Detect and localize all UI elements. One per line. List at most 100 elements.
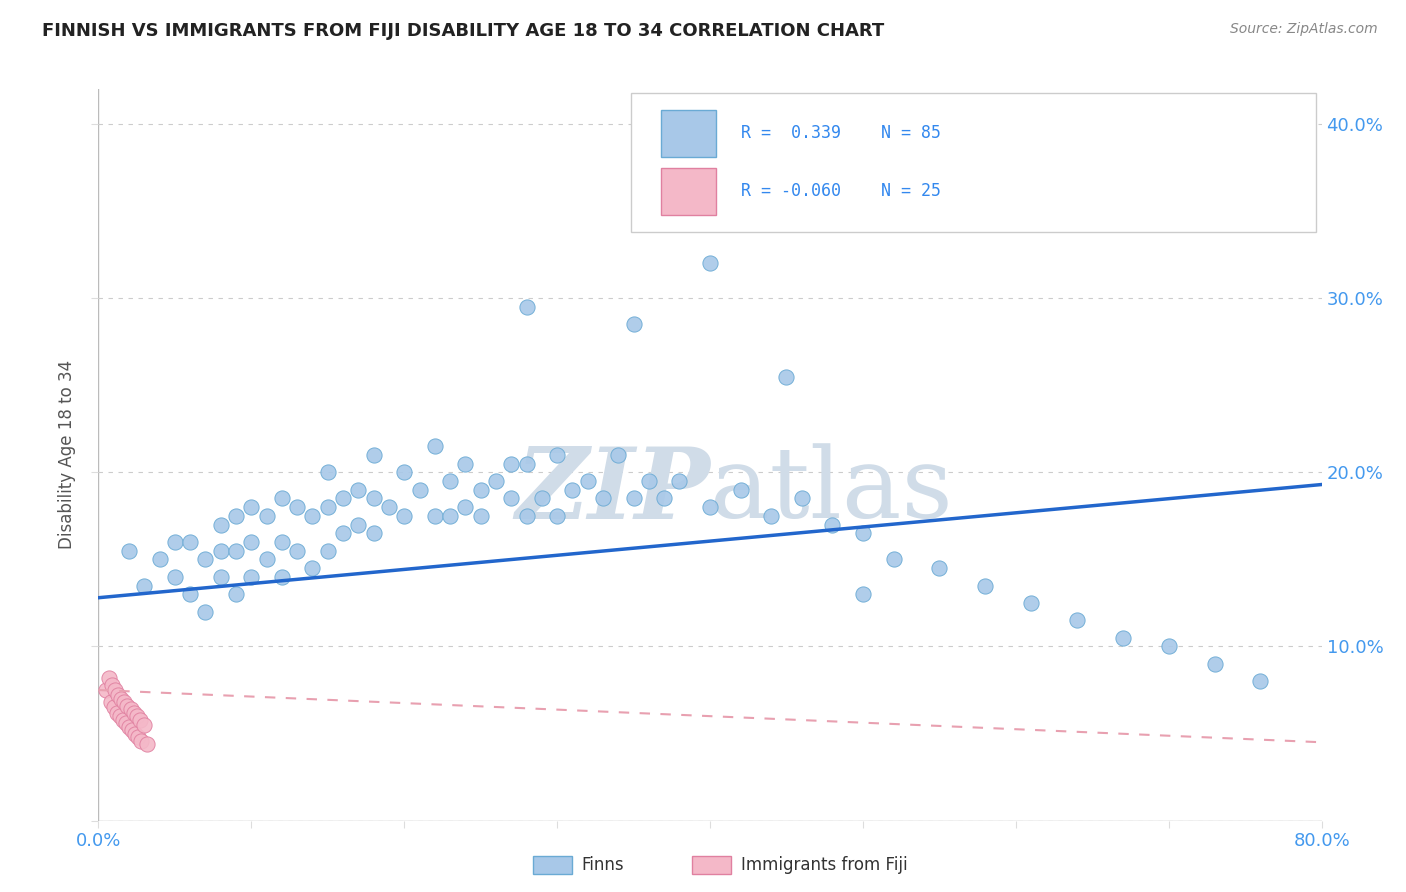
Point [821, 517, 844, 532]
Point [637, 474, 661, 488]
Point [209, 570, 232, 584]
Point [121, 723, 143, 737]
Point [163, 570, 186, 584]
Point [194, 605, 217, 619]
Point [127, 730, 149, 744]
Point [209, 517, 232, 532]
Point [110, 691, 132, 706]
Point [607, 448, 630, 462]
Point [100, 695, 122, 709]
Point [378, 500, 401, 515]
Point [699, 500, 721, 515]
Point [134, 578, 156, 592]
Point [129, 733, 152, 747]
Point [852, 526, 875, 541]
Point [530, 491, 553, 506]
Point [592, 491, 614, 506]
Point [1204, 657, 1226, 671]
Y-axis label: Disability Age 18 to 34: Disability Age 18 to 34 [58, 360, 76, 549]
FancyBboxPatch shape [630, 93, 1316, 232]
Point [285, 543, 308, 558]
Point [301, 561, 323, 575]
Point [111, 713, 134, 727]
Point [332, 491, 354, 506]
Point [240, 500, 263, 515]
Point [316, 500, 339, 515]
Point [225, 587, 247, 601]
Point [209, 543, 232, 558]
Text: Immigrants from Fiji: Immigrants from Fiji [741, 855, 907, 873]
Text: ZIP: ZIP [515, 443, 710, 540]
Text: Source: ZipAtlas.com: Source: ZipAtlas.com [1230, 22, 1378, 37]
Text: atlas: atlas [710, 443, 953, 540]
Point [105, 706, 128, 720]
Point [225, 508, 247, 523]
Point [107, 688, 129, 702]
Point [439, 508, 461, 523]
Point [1112, 631, 1135, 645]
Point [576, 474, 599, 488]
Point [128, 713, 150, 727]
Point [163, 535, 186, 549]
Point [546, 508, 568, 523]
Point [516, 457, 538, 471]
Point [179, 587, 201, 601]
Point [1019, 596, 1042, 610]
Point [136, 737, 159, 751]
Point [759, 508, 782, 523]
Point [256, 508, 278, 523]
Point [883, 552, 905, 566]
Point [699, 256, 721, 270]
Text: FINNISH VS IMMIGRANTS FROM FIJI DISABILITY AGE 18 TO 34 CORRELATION CHART: FINNISH VS IMMIGRANTS FROM FIJI DISABILI… [42, 22, 884, 40]
Point [852, 587, 875, 601]
Point [115, 716, 138, 731]
Point [623, 318, 645, 332]
Point [98, 671, 121, 685]
Point [108, 709, 131, 723]
Point [316, 543, 339, 558]
Text: Finns: Finns [582, 855, 624, 873]
Point [149, 552, 172, 566]
Point [112, 695, 135, 709]
Point [240, 535, 263, 549]
Point [363, 491, 385, 506]
Point [623, 491, 645, 506]
Point [125, 709, 148, 723]
Point [103, 700, 125, 714]
Point [501, 491, 523, 506]
Point [652, 491, 675, 506]
Point [392, 508, 416, 523]
Point [423, 508, 446, 523]
Point [561, 483, 583, 497]
Point [285, 500, 308, 515]
FancyBboxPatch shape [533, 855, 572, 874]
Point [134, 718, 156, 732]
Point [775, 369, 797, 384]
Point [974, 578, 997, 592]
Point [94, 683, 117, 698]
Point [301, 508, 323, 523]
FancyBboxPatch shape [692, 855, 731, 874]
Point [790, 491, 813, 506]
Point [392, 466, 416, 480]
Point [270, 570, 292, 584]
Point [118, 543, 141, 558]
Point [546, 448, 568, 462]
Point [668, 474, 690, 488]
Point [1157, 640, 1180, 654]
Point [104, 683, 127, 698]
Point [730, 483, 752, 497]
Point [454, 500, 477, 515]
Point [347, 483, 370, 497]
Point [117, 698, 139, 713]
Point [316, 466, 339, 480]
Point [1249, 674, 1271, 689]
Point [516, 300, 538, 314]
FancyBboxPatch shape [661, 110, 716, 157]
Point [179, 535, 201, 549]
Point [270, 491, 292, 506]
Point [470, 483, 492, 497]
Point [928, 561, 950, 575]
Point [363, 526, 385, 541]
Point [120, 702, 142, 716]
